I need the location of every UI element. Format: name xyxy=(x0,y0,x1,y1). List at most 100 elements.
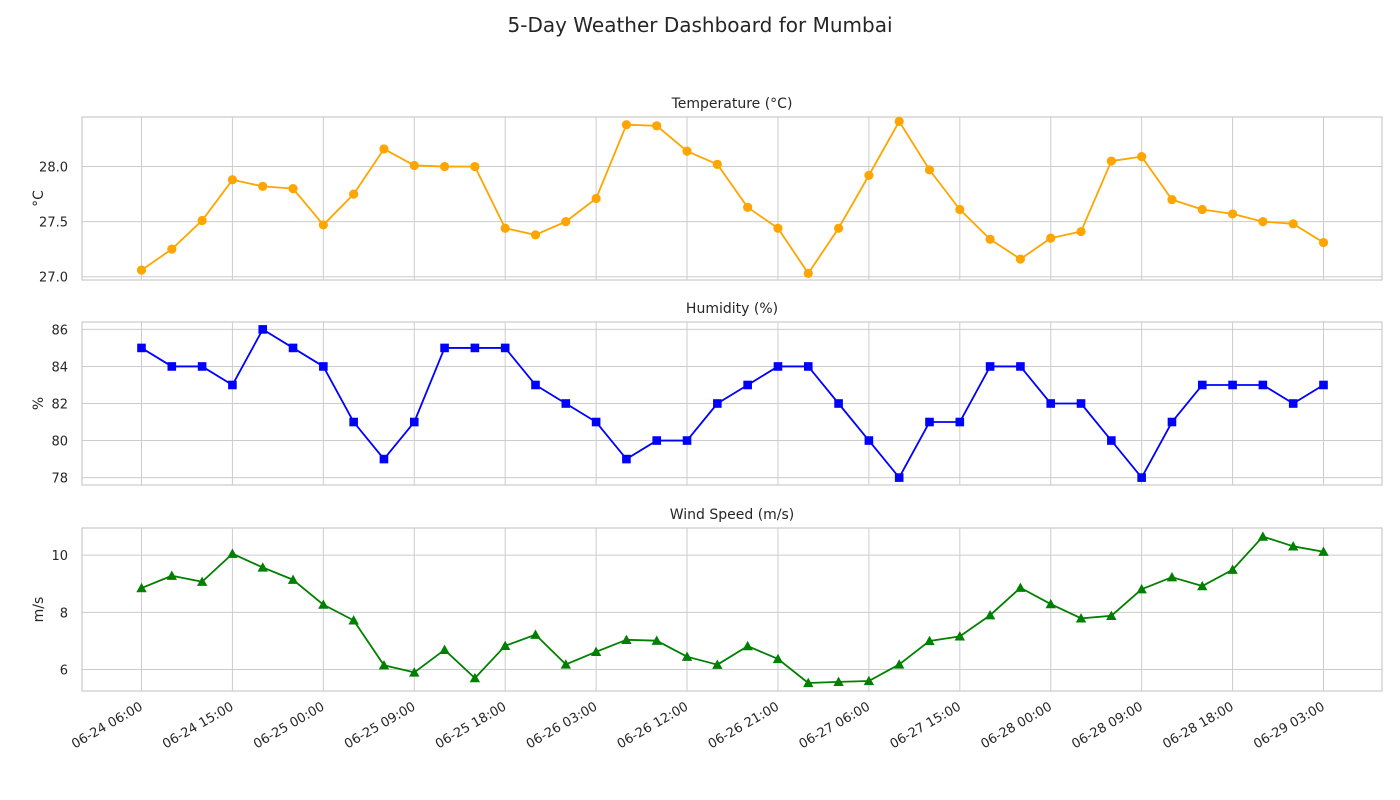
x-tick-label: 06-28 09:00 xyxy=(1069,699,1145,752)
data-point xyxy=(561,399,571,408)
y-tick-label: 80 xyxy=(51,435,68,450)
panel-title: Humidity (%) xyxy=(686,301,778,317)
data-point xyxy=(257,562,268,572)
y-tick-label: 27.5 xyxy=(39,216,68,231)
data-point xyxy=(1288,399,1298,408)
x-tick-label: 06-26 12:00 xyxy=(615,699,691,752)
data-point xyxy=(469,672,481,683)
x-tick-label: 06-25 09:00 xyxy=(342,699,418,752)
data-point xyxy=(743,380,752,390)
data-point xyxy=(136,265,147,275)
y-tick-label: 6 xyxy=(60,664,68,679)
data-point xyxy=(712,659,723,669)
series-line xyxy=(141,535,1324,684)
y-tick-label: 10 xyxy=(51,549,68,564)
data-point xyxy=(591,417,601,427)
data-point xyxy=(1318,237,1329,248)
data-point xyxy=(1288,219,1298,229)
data-point xyxy=(167,244,177,254)
y-tick-label: 78 xyxy=(51,472,68,487)
x-tick-label: 06-29 03:00 xyxy=(1251,699,1327,752)
data-point xyxy=(894,473,904,482)
data-point xyxy=(137,343,146,353)
data-point xyxy=(681,651,693,661)
data-point xyxy=(621,120,632,130)
data-point xyxy=(228,380,237,390)
data-point xyxy=(349,417,358,427)
data-point xyxy=(470,161,480,172)
data-point xyxy=(682,146,692,156)
data-point xyxy=(499,640,511,650)
data-point xyxy=(1228,380,1237,390)
data-point xyxy=(621,634,632,644)
data-point xyxy=(167,362,177,371)
x-tick-label: 06-27 06:00 xyxy=(797,699,873,752)
plot-frame xyxy=(81,116,1383,281)
data-point xyxy=(1015,582,1026,592)
y-tick-label: 84 xyxy=(51,360,68,375)
data-point xyxy=(530,230,541,240)
data-point xyxy=(925,417,934,427)
data-point xyxy=(470,343,480,353)
data-point xyxy=(440,343,449,353)
data-point xyxy=(1046,233,1056,243)
data-point xyxy=(288,343,298,353)
data-point xyxy=(196,576,208,586)
data-point xyxy=(622,454,631,464)
panel-title: Temperature (°C) xyxy=(671,96,793,112)
plot-frame xyxy=(81,527,1383,692)
data-point xyxy=(893,659,905,669)
x-tick-label: 06-26 21:00 xyxy=(706,699,782,752)
data-point xyxy=(409,417,419,427)
data-point xyxy=(924,165,935,175)
data-point xyxy=(713,399,722,408)
x-tick-label: 06-24 15:00 xyxy=(160,699,236,752)
data-point xyxy=(531,380,540,390)
panel-humidity: 78 80 82 84 86 Humidity (%)% xyxy=(31,301,1383,487)
data-point xyxy=(136,582,147,593)
data-point xyxy=(773,223,783,233)
dashboard-title: 5-Day Weather Dashboard for Mumbai xyxy=(508,13,893,37)
data-point xyxy=(743,202,753,212)
data-point xyxy=(1166,571,1178,582)
y-tick-label: 82 xyxy=(51,398,68,413)
data-point xyxy=(833,676,844,687)
data-point xyxy=(1257,531,1269,541)
data-point xyxy=(227,175,238,185)
data-point xyxy=(379,454,389,464)
data-point xyxy=(1106,610,1117,620)
y-tick-label: 86 xyxy=(51,323,68,338)
panel-wind-speed: 6 8 10 Wind Speed (m/s) m/s xyxy=(31,507,1383,692)
x-tick-label: 06-28 18:00 xyxy=(1160,699,1236,752)
series-line xyxy=(140,120,1324,275)
data-point xyxy=(560,659,572,669)
data-point xyxy=(863,675,875,686)
data-point xyxy=(318,220,328,230)
data-point xyxy=(682,436,692,445)
data-point xyxy=(1137,473,1146,482)
x-tick-label: 06-25 18:00 xyxy=(433,699,509,752)
data-point xyxy=(1258,380,1268,390)
series-line xyxy=(141,328,1324,479)
data-point xyxy=(1137,152,1147,162)
data-point xyxy=(258,325,268,334)
data-point xyxy=(1075,613,1087,623)
x-tick-label: 06-27 15:00 xyxy=(888,699,964,752)
x-tick-label: 06-24 06:00 xyxy=(69,699,145,752)
data-point xyxy=(984,610,996,620)
data-point xyxy=(803,677,814,688)
data-point xyxy=(348,615,359,625)
data-point xyxy=(985,362,995,371)
data-point xyxy=(590,646,602,656)
data-point xyxy=(803,268,813,278)
data-point xyxy=(1167,195,1177,205)
data-point xyxy=(500,223,510,233)
data-point xyxy=(1015,254,1026,264)
data-point xyxy=(166,570,178,580)
data-point xyxy=(1016,362,1025,371)
data-point xyxy=(1197,204,1207,215)
data-point xyxy=(1136,583,1147,594)
data-point xyxy=(1045,598,1056,609)
data-point xyxy=(742,640,753,651)
data-point xyxy=(288,183,298,194)
